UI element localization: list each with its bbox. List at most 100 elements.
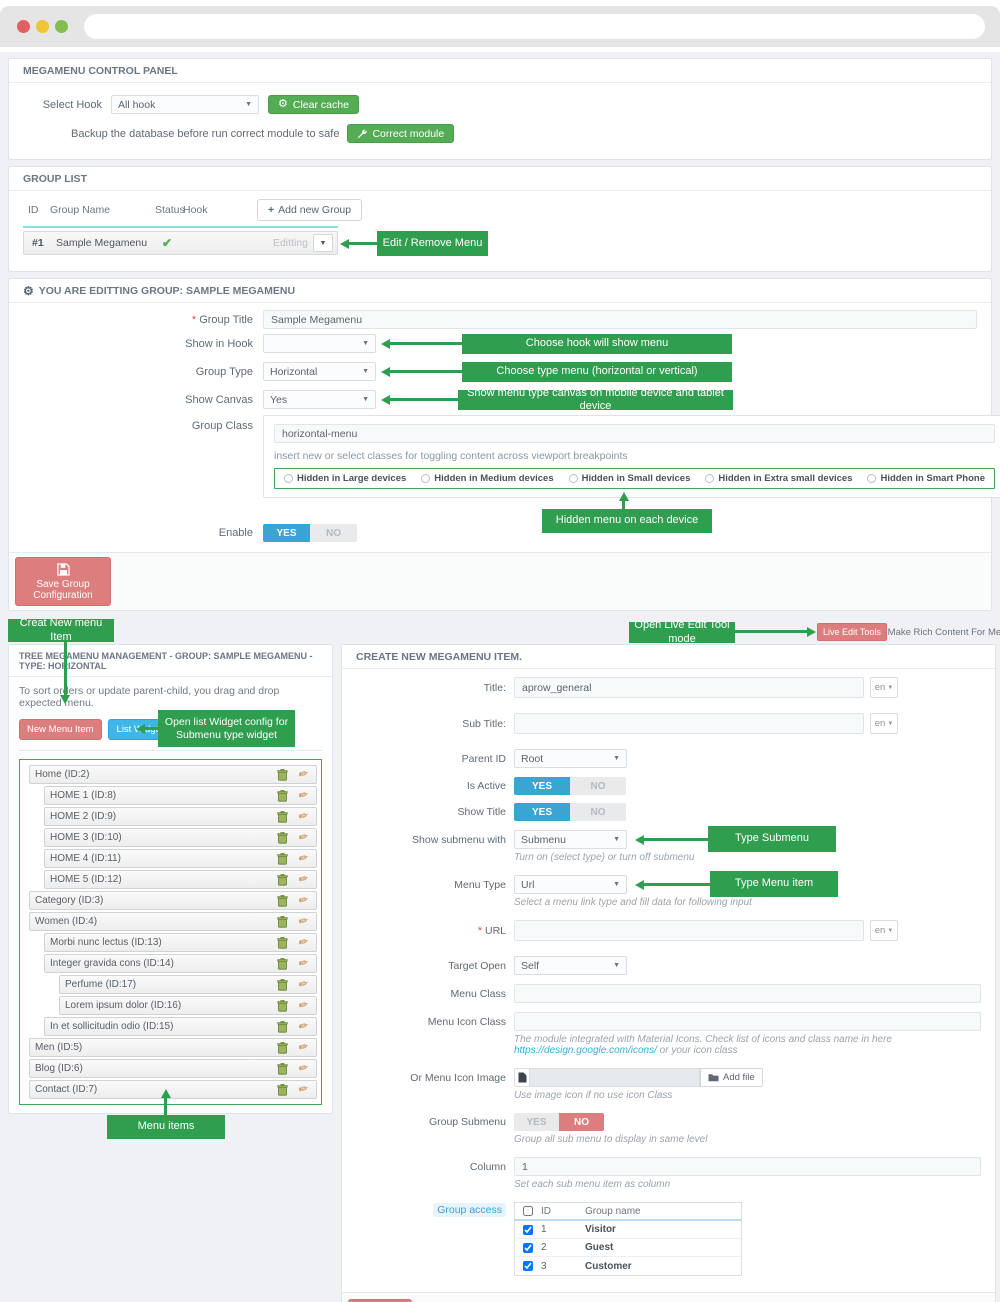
tree-item[interactable]: Lorem ipsum dolor (ID:16) ✎: [59, 996, 317, 1015]
pencil-icon[interactable]: ✎: [296, 809, 312, 824]
trash-icon[interactable]: [277, 810, 288, 823]
save-group-configuration-button[interactable]: Save Group Configuration: [15, 557, 111, 606]
tree-item[interactable]: Integer gravida cons (ID:14) ✎: [44, 954, 317, 973]
pencil-icon[interactable]: ✎: [296, 767, 312, 782]
checkbox-icon[interactable]: [568, 474, 578, 483]
trash-icon[interactable]: [277, 1083, 288, 1096]
tree-item[interactable]: Morbi nunc lectus (ID:13) ✎: [44, 933, 317, 952]
checkbox-icon[interactable]: [705, 474, 715, 483]
tree-item[interactable]: Perfume (ID:17) ✎: [59, 975, 317, 994]
window-close-icon[interactable]: [17, 20, 30, 33]
device-option[interactable]: Hidden in Smart Phone: [867, 473, 985, 484]
group-title-input[interactable]: Sample Megamenu: [263, 310, 977, 329]
title-input[interactable]: aprow_general: [514, 677, 864, 698]
group-access-label[interactable]: Group access: [433, 1203, 506, 1217]
trash-icon[interactable]: [277, 936, 288, 949]
tree-item[interactable]: Category (ID:3) ✎: [29, 891, 317, 910]
device-option[interactable]: Hidden in Extra small devices: [705, 473, 852, 484]
add-file-button[interactable]: Add file: [700, 1068, 763, 1087]
parent-id-dropdown[interactable]: Root ▼: [514, 749, 627, 768]
tree-item[interactable]: HOME 3 (ID:10) ✎: [44, 828, 317, 847]
add-new-group-button[interactable]: + Add new Group: [257, 199, 363, 221]
language-dropdown[interactable]: en ▼: [870, 677, 898, 698]
group-class-input[interactable]: horizontal-menu: [274, 424, 995, 443]
menu-class-input[interactable]: [514, 984, 981, 1003]
device-option[interactable]: Hidden in Large devices: [284, 473, 406, 484]
material-icons-link[interactable]: https://design.google.com/icons/: [514, 1045, 657, 1056]
sub-title-input[interactable]: [514, 713, 864, 734]
menu-type-dropdown[interactable]: Url ▼: [514, 875, 627, 894]
trash-icon[interactable]: [277, 915, 288, 928]
trash-icon[interactable]: [277, 831, 288, 844]
trash-icon[interactable]: [277, 978, 288, 991]
tree-item[interactable]: Home (ID:2) ✎: [29, 765, 317, 784]
select-hook-dropdown[interactable]: All hook ▼: [111, 95, 259, 114]
pencil-icon[interactable]: ✎: [296, 935, 312, 950]
trash-icon[interactable]: [277, 1062, 288, 1075]
pencil-icon[interactable]: ✎: [296, 1082, 312, 1097]
window-minimize-icon[interactable]: [36, 20, 49, 33]
pencil-icon[interactable]: ✎: [296, 788, 312, 803]
live-edit-tools-button[interactable]: Live Edit Tools: [817, 623, 887, 641]
trash-icon[interactable]: [277, 852, 288, 865]
checkbox-icon[interactable]: [867, 474, 877, 483]
trash-icon[interactable]: [277, 768, 288, 781]
group-row[interactable]: #1 Sample Megamenu ✔ Editting ▼ Edit / R…: [23, 231, 488, 256]
tree-item[interactable]: In et sollicitudin odio (ID:15) ✎: [44, 1017, 317, 1036]
pencil-icon[interactable]: ✎: [296, 851, 312, 866]
pencil-icon[interactable]: ✎: [296, 830, 312, 845]
url-input[interactable]: [514, 920, 864, 941]
group-submenu-toggle[interactable]: YES NO: [514, 1113, 604, 1131]
show-title-toggle[interactable]: YES NO: [514, 803, 626, 821]
pencil-icon[interactable]: ✎: [296, 914, 312, 929]
select-all-checkbox[interactable]: [523, 1206, 533, 1216]
target-open-dropdown[interactable]: Self ▼: [514, 956, 627, 975]
checkbox-icon[interactable]: [421, 474, 431, 483]
trash-icon[interactable]: [277, 1020, 288, 1033]
language-dropdown[interactable]: en ▼: [870, 920, 898, 941]
trash-icon[interactable]: [277, 999, 288, 1012]
group-type-dropdown[interactable]: Horizontal ▼: [263, 362, 376, 381]
save-menu-item-button[interactable]: Save Menu Item: [348, 1299, 412, 1302]
pencil-icon[interactable]: ✎: [296, 872, 312, 887]
tree-item[interactable]: HOME 2 (ID:9) ✎: [44, 807, 317, 826]
group-actions-dropdown[interactable]: ▼: [313, 234, 333, 252]
trash-icon[interactable]: [277, 1041, 288, 1054]
pencil-icon[interactable]: ✎: [296, 956, 312, 971]
device-option[interactable]: Hidden in Medium devices: [421, 473, 554, 484]
language-dropdown[interactable]: en ▼: [870, 713, 898, 734]
clear-cache-button[interactable]: ⚙ Clear cache: [268, 95, 359, 114]
window-zoom-icon[interactable]: [55, 20, 68, 33]
tree-item[interactable]: HOME 1 (ID:8) ✎: [44, 786, 317, 805]
trash-icon[interactable]: [277, 894, 288, 907]
row-checkbox[interactable]: [523, 1261, 533, 1271]
pencil-icon[interactable]: ✎: [296, 1019, 312, 1034]
trash-icon[interactable]: [277, 789, 288, 802]
tree-item[interactable]: HOME 5 (ID:12) ✎: [44, 870, 317, 889]
pencil-icon[interactable]: ✎: [296, 893, 312, 908]
tree-item[interactable]: Blog (ID:6) ✎: [29, 1059, 317, 1078]
trash-icon[interactable]: [277, 873, 288, 886]
pencil-icon[interactable]: ✎: [296, 1040, 312, 1055]
tree-item[interactable]: Contact (ID:7) ✎: [29, 1080, 317, 1099]
tree-item[interactable]: Women (ID:4) ✎: [29, 912, 317, 931]
device-option[interactable]: Hidden in Small devices: [568, 473, 690, 484]
address-bar[interactable]: [84, 14, 985, 39]
menu-icon-class-input[interactable]: [514, 1012, 981, 1031]
row-checkbox[interactable]: [523, 1242, 533, 1253]
enable-toggle[interactable]: YES NO: [263, 524, 357, 542]
pencil-icon[interactable]: ✎: [296, 998, 312, 1013]
file-path-field[interactable]: [530, 1068, 700, 1087]
show-in-hook-dropdown[interactable]: ▼: [263, 334, 376, 353]
is-active-toggle[interactable]: YES NO: [514, 777, 626, 795]
pencil-icon[interactable]: ✎: [296, 1061, 312, 1076]
show-canvas-dropdown[interactable]: Yes ▼: [263, 390, 376, 409]
pencil-icon[interactable]: ✎: [296, 977, 312, 992]
show-submenu-dropdown[interactable]: Submenu ▼: [514, 830, 627, 849]
tree-item[interactable]: Men (ID:5) ✎: [29, 1038, 317, 1057]
row-checkbox[interactable]: [523, 1224, 533, 1235]
tree-item[interactable]: HOME 4 (ID:11) ✎: [44, 849, 317, 868]
trash-icon[interactable]: [277, 957, 288, 970]
column-input[interactable]: 1: [514, 1157, 981, 1176]
new-menu-item-button[interactable]: New Menu Item: [19, 719, 102, 740]
